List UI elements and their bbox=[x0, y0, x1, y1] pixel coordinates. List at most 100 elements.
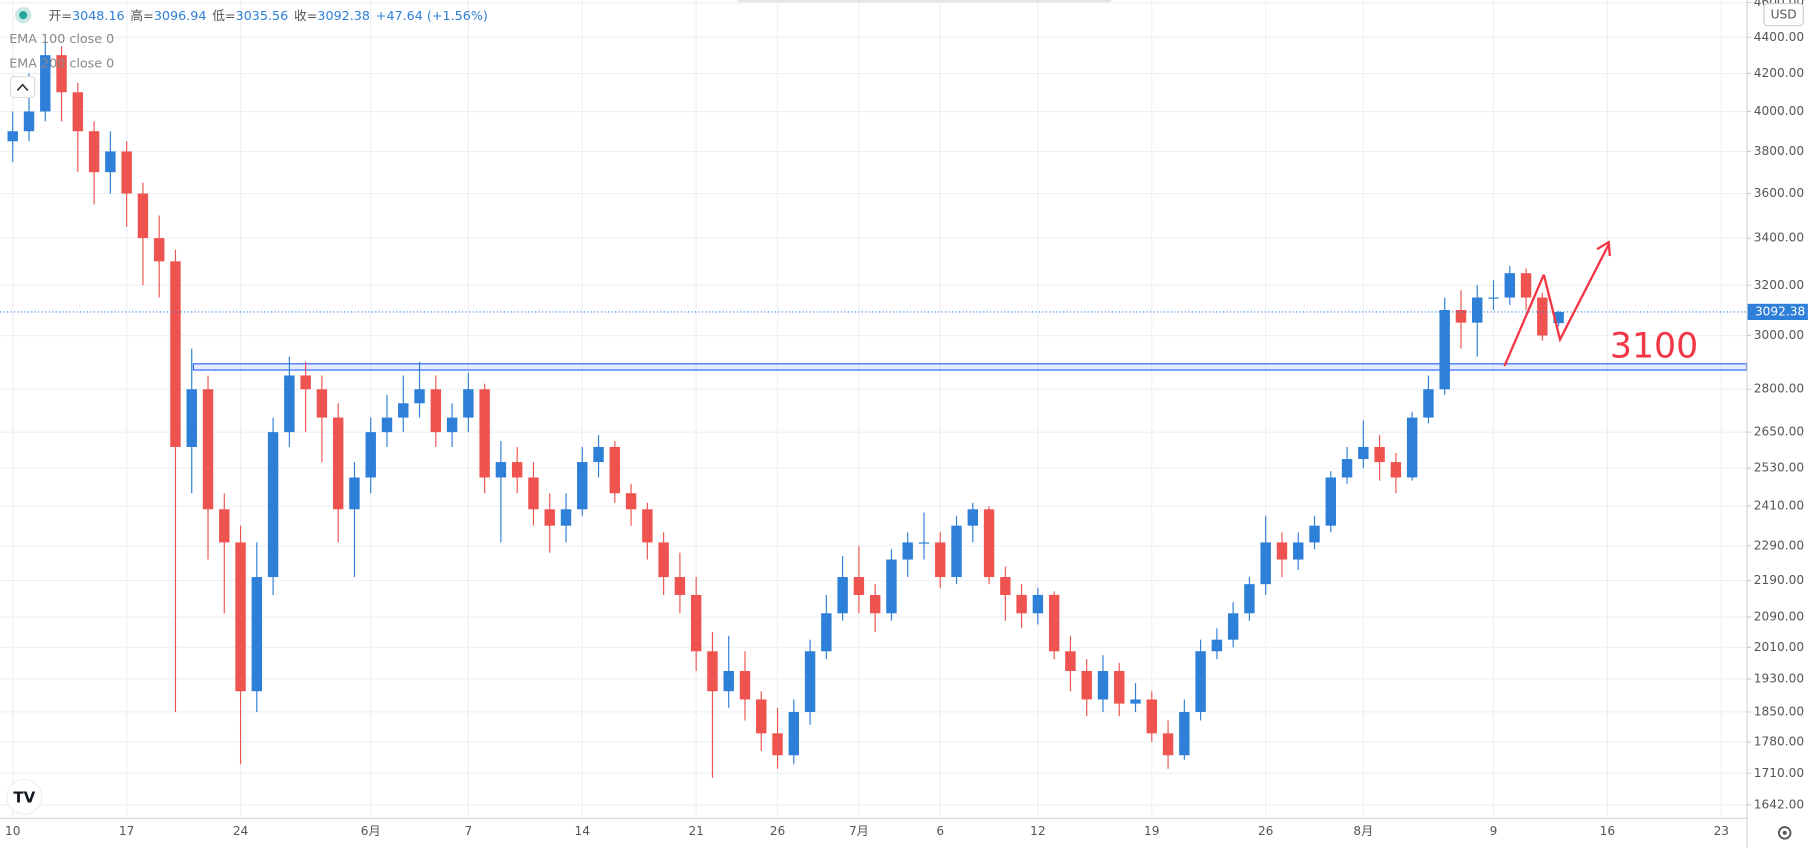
candle-body bbox=[56, 55, 67, 93]
candle-body bbox=[837, 577, 848, 614]
y-tick-label: 2800.00 bbox=[1754, 382, 1804, 396]
gear bbox=[1778, 826, 1792, 840]
candle-body bbox=[186, 389, 197, 447]
candles bbox=[0, 40, 1747, 778]
candle-body bbox=[951, 525, 962, 578]
candle-body bbox=[7, 131, 18, 142]
candle-body bbox=[1358, 446, 1369, 460]
candle-body bbox=[40, 55, 51, 112]
y-tick-label: 4400.00 bbox=[1754, 30, 1804, 44]
candle-body bbox=[1341, 459, 1353, 478]
candle-body bbox=[251, 577, 263, 692]
y-tick-label: 2190.00 bbox=[1754, 573, 1804, 587]
candle-body bbox=[788, 711, 800, 756]
tv-logo[interactable]: TV bbox=[6, 778, 43, 815]
axes: 4600.004400.004200.004000.003800.003600.… bbox=[5, 0, 1808, 838]
candle-body bbox=[560, 509, 572, 526]
candle-body bbox=[1374, 446, 1385, 463]
y-tick-label: 3600.00 bbox=[1754, 186, 1804, 200]
candle-body bbox=[414, 389, 425, 404]
candle-body bbox=[170, 261, 181, 447]
legend-value: 3092.38 bbox=[317, 9, 370, 24]
legend-value: +47.64 (+1.56%) bbox=[376, 9, 488, 24]
legend-value: 3035.56 bbox=[236, 9, 289, 24]
legend-label: 开= bbox=[49, 9, 72, 24]
candle-body bbox=[1179, 711, 1190, 756]
x-tick-label: 7月 bbox=[849, 824, 869, 838]
candle-body bbox=[1097, 670, 1109, 700]
x-tick-label: 6月 bbox=[361, 824, 381, 838]
candle-body bbox=[967, 509, 979, 526]
settings-gear[interactable] bbox=[1778, 826, 1792, 840]
candle-body bbox=[88, 131, 100, 173]
candle-body bbox=[72, 92, 84, 132]
candle-body bbox=[1065, 651, 1076, 671]
candle-body bbox=[121, 151, 132, 194]
y-tick-label: 1850.00 bbox=[1754, 704, 1804, 718]
candle-body bbox=[918, 542, 930, 544]
candle-body bbox=[1439, 309, 1450, 390]
candle-body bbox=[1000, 577, 1011, 595]
candle-body bbox=[398, 403, 409, 418]
x-tick-label: 24 bbox=[233, 824, 249, 838]
candle-body bbox=[577, 462, 588, 510]
candle-body bbox=[690, 594, 702, 652]
candle-body bbox=[1016, 594, 1027, 614]
drawn-arrow bbox=[1542, 243, 1610, 343]
candle-body bbox=[593, 446, 604, 463]
candle-body bbox=[1406, 417, 1418, 478]
candle-body bbox=[739, 670, 751, 700]
collapse-button[interactable] bbox=[9, 75, 36, 98]
x-tick-label: 19 bbox=[1144, 824, 1159, 838]
candle-body bbox=[1325, 477, 1336, 526]
candle-body bbox=[674, 577, 686, 595]
x-tick-label: 6 bbox=[936, 824, 944, 838]
candle-body bbox=[1146, 699, 1158, 734]
indicator: EMA 100 close 0 bbox=[9, 32, 114, 47]
y-tick-label: 1710.00 bbox=[1754, 766, 1804, 780]
candle-body bbox=[1130, 699, 1141, 704]
ohlc-legend: 开= 3048.16 高= 3096.94 低= 3035.56 收= 3092.38 +47.… bbox=[49, 8, 488, 24]
y-tick-label: 1930.00 bbox=[1754, 672, 1804, 686]
y-tick-label: 4000.00 bbox=[1754, 104, 1804, 118]
candle-body bbox=[821, 613, 832, 652]
candle-body bbox=[381, 417, 393, 433]
logo-mark: TV bbox=[13, 789, 35, 807]
candle-body bbox=[869, 594, 881, 614]
candle-body bbox=[1114, 670, 1125, 704]
candle-body bbox=[1488, 297, 1499, 299]
legend-label: 低= bbox=[212, 9, 235, 24]
x-tick-label: 21 bbox=[688, 824, 703, 838]
candle-body bbox=[642, 509, 653, 543]
candle-body bbox=[658, 542, 669, 578]
candle-body bbox=[1162, 733, 1174, 756]
candle-body bbox=[463, 389, 474, 418]
x-tick-label: 9 bbox=[1490, 824, 1498, 838]
candle-body bbox=[105, 151, 116, 173]
candle-body bbox=[267, 432, 279, 578]
arrow-head bbox=[1596, 240, 1612, 257]
currency-button[interactable] bbox=[1763, 3, 1804, 27]
candle-body bbox=[202, 389, 214, 510]
candle-body bbox=[153, 238, 165, 262]
x-tick-label: 10 bbox=[5, 824, 20, 838]
x-tick-label: 26 bbox=[1258, 824, 1273, 838]
logo-bg bbox=[6, 778, 43, 815]
y-tick-label: 3400.00 bbox=[1754, 231, 1804, 245]
candle-body bbox=[544, 509, 555, 526]
candle-body bbox=[1293, 542, 1304, 560]
candle-body bbox=[365, 432, 376, 478]
candle-body bbox=[1390, 462, 1402, 478]
candle-body bbox=[804, 651, 816, 712]
candle-body bbox=[528, 477, 539, 510]
candle-body bbox=[983, 509, 995, 578]
x-tick-label: 8月 bbox=[1353, 824, 1373, 838]
x-tick-label: 16 bbox=[1600, 824, 1615, 838]
collapse-icon bbox=[16, 83, 29, 91]
currency: USD bbox=[1771, 8, 1797, 22]
candle-body bbox=[495, 462, 507, 478]
x-tick-label: 26 bbox=[770, 824, 785, 838]
candle-body bbox=[1048, 594, 1060, 652]
candle-body bbox=[902, 542, 913, 560]
